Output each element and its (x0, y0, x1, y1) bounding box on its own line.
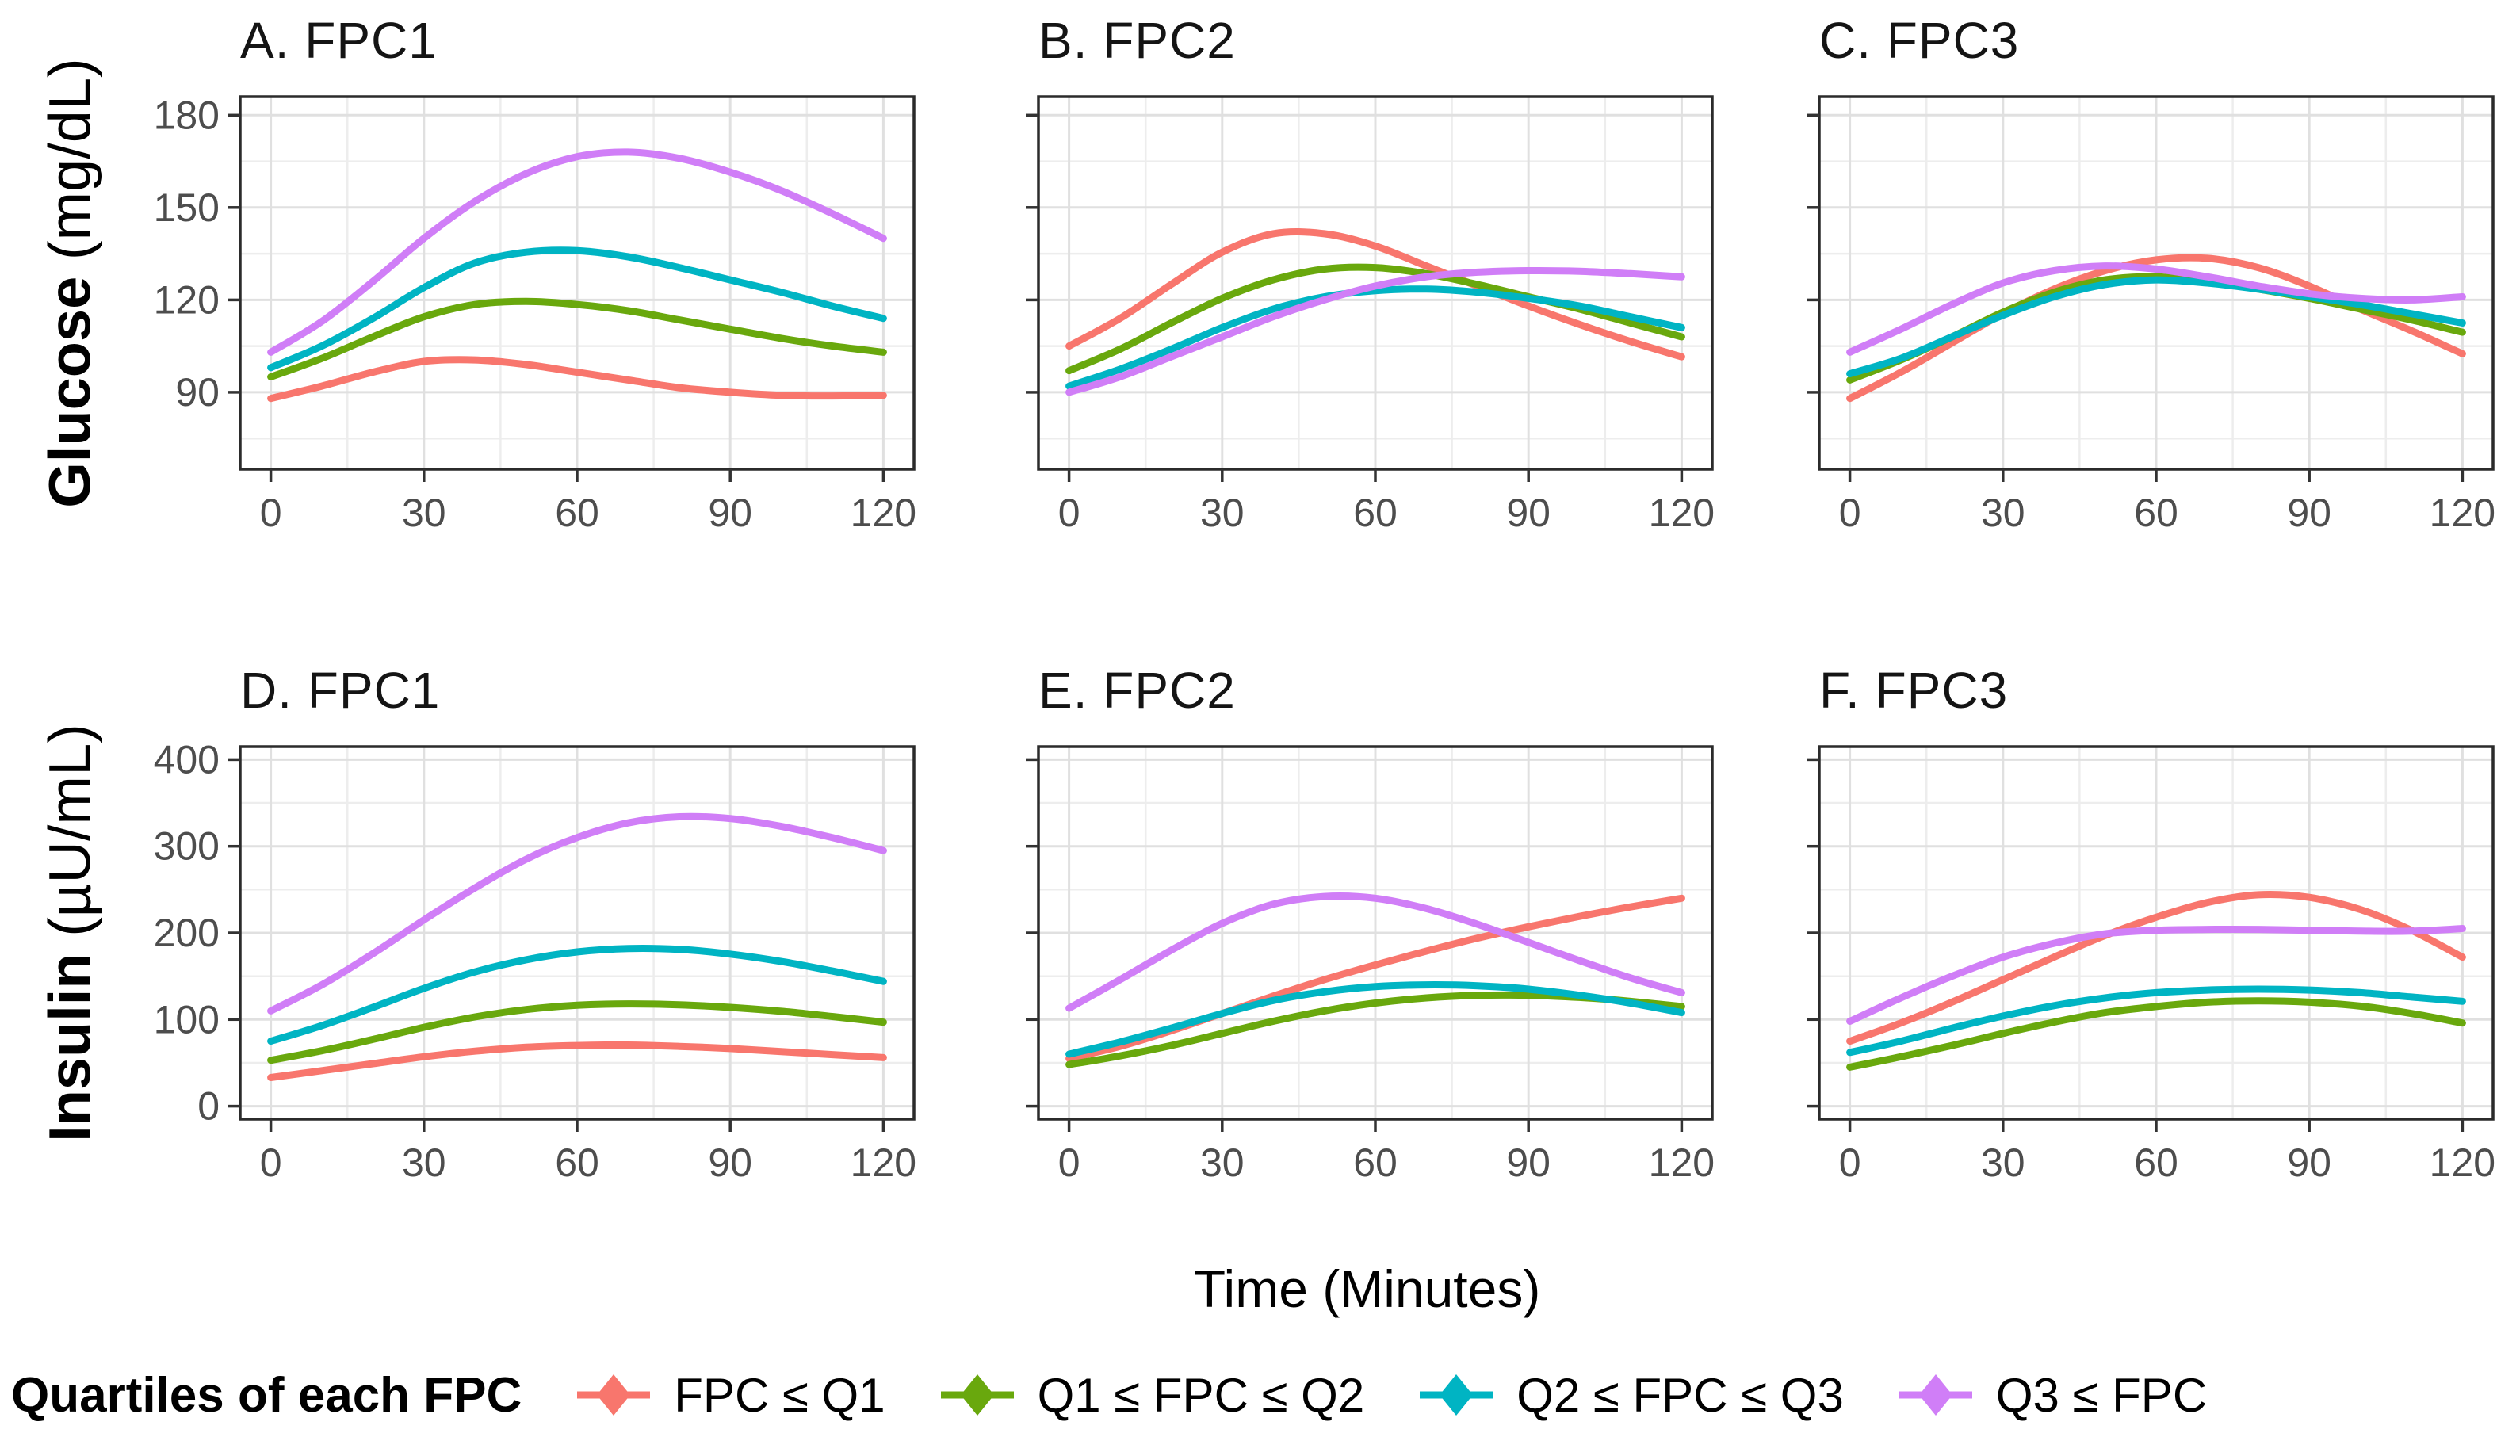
legend-item-label: Q3 ≤ FPC (1995, 1368, 2208, 1422)
legend-item-q2-le-fpc-le-q3: Q2 ≤ FPC ≤ Q3 (1417, 1367, 1844, 1423)
panel-title-d: D. FPC1 (240, 662, 441, 719)
svg-text:30: 30 (1200, 1141, 1245, 1185)
time-axis-label: Time (Minutes) (1193, 1259, 1541, 1318)
svg-text:0: 0 (260, 1141, 282, 1185)
svg-text:90: 90 (708, 491, 752, 535)
svg-text:100: 100 (154, 997, 220, 1041)
legend-item-label: Q2 ≤ FPC ≤ Q3 (1516, 1368, 1844, 1422)
svg-text:30: 30 (402, 491, 446, 535)
legend-item-label: Q1 ≤ FPC ≤ Q2 (1037, 1368, 1365, 1422)
legend-key-red-diamond-line-icon (577, 1374, 651, 1416)
svg-text:90: 90 (2287, 1141, 2331, 1185)
svg-text:30: 30 (1200, 491, 1245, 535)
chart-canvas-d-fpc1-insulin: 0 100 200 300 400 0 30 60 90 120 (154, 737, 917, 1185)
svg-text:120: 120 (1649, 491, 1715, 535)
svg-text:60: 60 (2134, 491, 2178, 535)
legend-item-fpc-le-q1: FPC ≤ Q1 (574, 1367, 885, 1423)
glucose-axis-unit: (mg/dL) (36, 58, 103, 277)
legend-title: Quartiles of each FPC (11, 1367, 522, 1423)
svg-text:120: 120 (1649, 1141, 1715, 1185)
insulin-axis-unit: (µU/mL) (36, 724, 103, 953)
svg-text:300: 300 (154, 824, 220, 869)
svg-text:30: 30 (1981, 1141, 2025, 1185)
chart-canvas-c-fpc3-glucose: 0 30 60 90 120 (1807, 95, 2495, 535)
svg-text:30: 30 (1981, 491, 2025, 535)
svg-text:400: 400 (154, 737, 220, 782)
panel-title-b: B. FPC2 (1038, 12, 1236, 69)
svg-text:120: 120 (851, 491, 916, 535)
svg-text:90: 90 (2287, 491, 2331, 535)
svg-text:60: 60 (555, 491, 599, 535)
svg-text:0: 0 (1839, 1141, 1861, 1185)
svg-text:60: 60 (1353, 1141, 1398, 1185)
svg-text:90: 90 (1506, 1141, 1551, 1185)
svg-text:60: 60 (555, 1141, 599, 1185)
insulin-axis-label: Insulin (µU/mL) (36, 724, 104, 1142)
chart-canvas-f-fpc3-insulin: 0 30 60 90 120 (1807, 745, 2495, 1185)
svg-text:200: 200 (154, 911, 220, 955)
svg-text:60: 60 (2134, 1141, 2178, 1185)
legend-item-label: FPC ≤ Q1 (674, 1368, 885, 1422)
svg-text:0: 0 (1058, 491, 1080, 535)
panel-title-a: A. FPC1 (240, 12, 438, 69)
svg-text:90: 90 (175, 370, 220, 415)
panel-title-e: E. FPC2 (1038, 662, 1236, 719)
svg-text:120: 120 (851, 1141, 916, 1185)
chart-canvas-a-fpc1-glucose: 90 120 150 180 0 30 60 90 120 (154, 93, 917, 535)
legend-key-teal-diamond-line-icon (1420, 1374, 1493, 1416)
svg-text:90: 90 (1506, 491, 1551, 535)
chart-canvas-b-fpc2-glucose: 0 30 60 90 120 (1026, 95, 1715, 535)
svg-text:0: 0 (1058, 1141, 1080, 1185)
svg-text:120: 120 (2430, 1141, 2495, 1185)
svg-text:90: 90 (708, 1141, 752, 1185)
insulin-axis-word: Insulin (36, 953, 103, 1142)
glucose-axis-label: Glucose (mg/dL) (36, 58, 104, 508)
legend-key-green-diamond-line-icon (940, 1374, 1014, 1416)
svg-text:180: 180 (154, 93, 220, 137)
svg-text:0: 0 (1839, 491, 1861, 535)
svg-text:120: 120 (2430, 491, 2495, 535)
glucose-axis-word: Glucose (36, 276, 103, 508)
svg-text:0: 0 (197, 1084, 220, 1129)
legend-item-q1-le-fpc-le-q2: Q1 ≤ FPC ≤ Q2 (938, 1367, 1365, 1423)
legend: Quartiles of each FPC FPC ≤ Q1 Q1 ≤ FPC … (11, 1347, 2516, 1443)
panel-title-c: C. FPC3 (1819, 12, 2020, 69)
panel-title-f: F. FPC3 (1819, 662, 2009, 719)
svg-text:150: 150 (154, 185, 220, 230)
legend-item-q3-le-fpc: Q3 ≤ FPC (1896, 1367, 2207, 1423)
svg-text:0: 0 (260, 491, 282, 535)
svg-text:120: 120 (154, 277, 220, 322)
svg-text:30: 30 (402, 1141, 446, 1185)
chart-canvas-e-fpc2-insulin: 0 30 60 90 120 (1026, 745, 1715, 1185)
svg-text:60: 60 (1353, 491, 1398, 535)
legend-key-purple-diamond-line-icon (1899, 1374, 1972, 1416)
